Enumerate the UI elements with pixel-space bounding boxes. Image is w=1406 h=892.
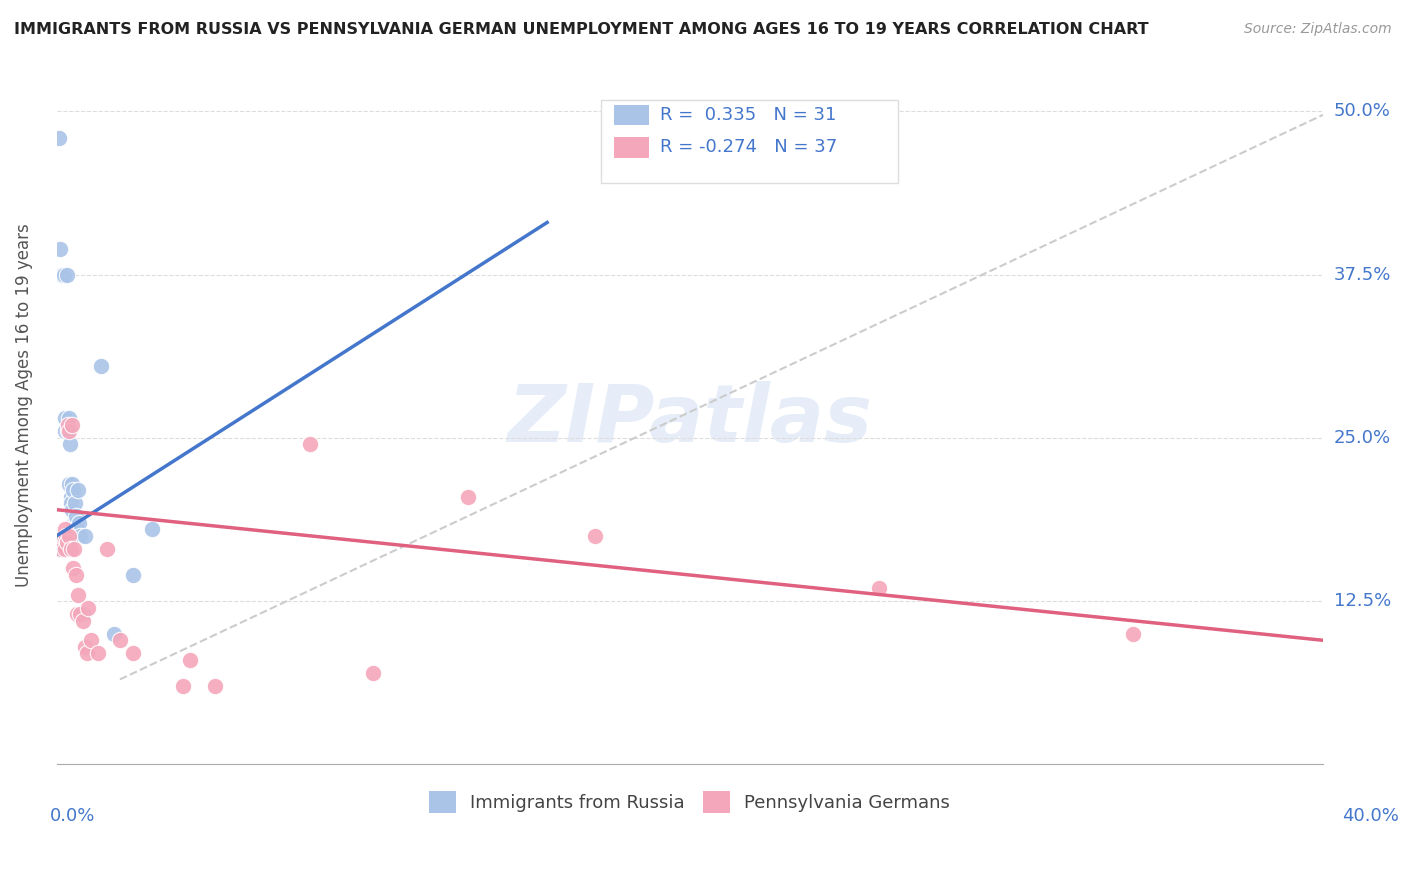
Point bbox=[58, 425, 80, 439]
Point bbox=[51, 268, 73, 282]
Point bbox=[63, 541, 86, 556]
Point bbox=[62, 561, 84, 575]
Point bbox=[53, 522, 76, 536]
Point bbox=[121, 646, 143, 660]
Point bbox=[60, 417, 83, 432]
Point bbox=[90, 359, 112, 373]
Point bbox=[59, 541, 82, 556]
Text: R =  0.335   N = 31: R = 0.335 N = 31 bbox=[661, 106, 837, 124]
Point bbox=[60, 496, 83, 510]
Point bbox=[75, 640, 97, 654]
Point bbox=[55, 541, 77, 556]
Text: R = -0.274   N = 37: R = -0.274 N = 37 bbox=[661, 138, 838, 156]
Point bbox=[52, 268, 75, 282]
Text: 40.0%: 40.0% bbox=[1341, 807, 1399, 825]
Legend: Immigrants from Russia, Pennsylvania Germans: Immigrants from Russia, Pennsylvania Ger… bbox=[422, 783, 957, 820]
Point bbox=[56, 417, 79, 432]
Point bbox=[72, 607, 94, 621]
Point bbox=[76, 646, 98, 660]
Point bbox=[108, 633, 131, 648]
Point bbox=[58, 411, 80, 425]
Point bbox=[179, 653, 201, 667]
Point bbox=[49, 529, 72, 543]
Text: 12.5%: 12.5% bbox=[1334, 592, 1391, 610]
Text: ZIPatlas: ZIPatlas bbox=[508, 381, 872, 458]
Point bbox=[69, 607, 91, 621]
Point bbox=[51, 541, 73, 556]
Point bbox=[172, 679, 194, 693]
Point bbox=[62, 502, 84, 516]
Point bbox=[1122, 626, 1144, 640]
Point bbox=[66, 607, 89, 621]
Point bbox=[55, 411, 77, 425]
Point bbox=[65, 568, 87, 582]
Point bbox=[49, 242, 72, 256]
Point bbox=[46, 541, 69, 556]
Point bbox=[141, 522, 163, 536]
Point bbox=[58, 476, 80, 491]
Point bbox=[77, 600, 100, 615]
Point bbox=[59, 437, 82, 451]
Point bbox=[62, 483, 84, 497]
Point bbox=[121, 568, 143, 582]
Point bbox=[457, 490, 479, 504]
Text: IMMIGRANTS FROM RUSSIA VS PENNSYLVANIA GERMAN UNEMPLOYMENT AMONG AGES 16 TO 19 Y: IMMIGRANTS FROM RUSSIA VS PENNSYLVANIA G… bbox=[14, 22, 1149, 37]
Point bbox=[53, 425, 76, 439]
Point bbox=[60, 476, 83, 491]
Point bbox=[361, 665, 384, 680]
Point bbox=[204, 679, 226, 693]
Point bbox=[48, 130, 70, 145]
Point bbox=[52, 529, 75, 543]
FancyBboxPatch shape bbox=[613, 137, 650, 158]
Point bbox=[56, 425, 79, 439]
Point bbox=[583, 529, 606, 543]
Point bbox=[72, 614, 94, 628]
FancyBboxPatch shape bbox=[600, 100, 898, 183]
Point bbox=[67, 516, 90, 530]
Point bbox=[67, 483, 90, 497]
Text: 50.0%: 50.0% bbox=[1334, 103, 1391, 120]
Point bbox=[96, 541, 118, 556]
Point bbox=[65, 509, 87, 524]
Point bbox=[298, 437, 321, 451]
Point bbox=[66, 522, 89, 536]
Point bbox=[59, 490, 82, 504]
Point bbox=[67, 588, 90, 602]
FancyBboxPatch shape bbox=[613, 105, 650, 125]
Point bbox=[51, 529, 73, 543]
Point bbox=[63, 516, 86, 530]
Point bbox=[69, 529, 91, 543]
Y-axis label: Unemployment Among Ages 16 to 19 years: Unemployment Among Ages 16 to 19 years bbox=[15, 223, 32, 587]
Text: 25.0%: 25.0% bbox=[1334, 429, 1391, 447]
Point bbox=[75, 529, 97, 543]
Point bbox=[103, 626, 125, 640]
Point bbox=[80, 633, 103, 648]
Point bbox=[87, 646, 110, 660]
Point bbox=[58, 529, 80, 543]
Point bbox=[55, 535, 77, 549]
Text: Source: ZipAtlas.com: Source: ZipAtlas.com bbox=[1244, 22, 1392, 37]
Point bbox=[868, 581, 890, 595]
Text: 37.5%: 37.5% bbox=[1334, 266, 1391, 284]
Point bbox=[55, 268, 77, 282]
Point bbox=[63, 496, 86, 510]
Point bbox=[65, 516, 87, 530]
Point bbox=[55, 529, 77, 543]
Text: 0.0%: 0.0% bbox=[51, 807, 96, 825]
